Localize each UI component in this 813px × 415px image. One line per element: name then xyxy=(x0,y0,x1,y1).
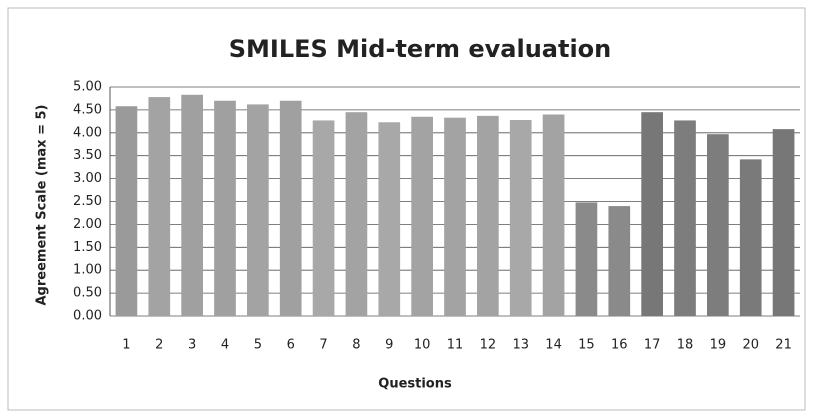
bar xyxy=(279,100,302,317)
x-tick-label: 9 xyxy=(385,338,393,353)
bar xyxy=(345,112,368,316)
y-tick-label: 0.50 xyxy=(73,286,102,301)
bar xyxy=(312,120,335,317)
bar xyxy=(641,112,663,316)
x-tick-label: 2 xyxy=(155,338,163,353)
x-tick-label: 1 xyxy=(122,338,130,353)
y-tick-label: 0.00 xyxy=(73,309,102,324)
x-tick-label: 7 xyxy=(319,338,327,353)
x-tick-label: 14 xyxy=(545,338,562,353)
x-tick-label: 5 xyxy=(254,338,262,353)
y-tick-label: 1.50 xyxy=(73,240,102,255)
bar xyxy=(214,100,236,317)
y-tick-label: 3.50 xyxy=(73,148,102,163)
bar xyxy=(575,202,598,316)
x-tick-label: 19 xyxy=(710,338,727,353)
bar xyxy=(148,97,171,317)
x-tick-label: 16 xyxy=(611,338,628,353)
x-tick-label: 15 xyxy=(578,338,595,353)
x-tick-label: 6 xyxy=(287,338,295,353)
y-tick-label: 4.50 xyxy=(73,102,102,117)
x-tick-label: 20 xyxy=(742,338,759,353)
y-tick-label: 3.00 xyxy=(73,171,102,186)
bar xyxy=(608,206,631,316)
chart-border xyxy=(7,7,806,411)
bar xyxy=(509,119,532,316)
bar xyxy=(772,129,795,316)
x-tick-label: 13 xyxy=(512,338,529,353)
y-tick-label: 2.50 xyxy=(73,194,102,209)
bar xyxy=(378,122,401,317)
bar xyxy=(674,120,696,317)
x-tick-label: 10 xyxy=(414,338,431,353)
x-tick-label: 21 xyxy=(775,338,792,353)
bar xyxy=(739,159,762,316)
x-tick-label: 3 xyxy=(188,338,196,353)
bar xyxy=(477,115,499,316)
bar xyxy=(181,94,203,316)
y-tick-label: 5.00 xyxy=(73,80,102,95)
x-tick-label: 12 xyxy=(480,338,497,353)
y-tick-label: 4.00 xyxy=(73,125,102,140)
y-tick-label: 2.00 xyxy=(73,217,102,232)
y-axis-title: Agreement Scale (max = 5) xyxy=(35,105,50,306)
x-tick-label: 18 xyxy=(677,338,694,353)
chart-title: SMILES Mid-term evaluation xyxy=(229,35,612,63)
bar xyxy=(247,104,269,317)
bar xyxy=(411,116,433,317)
x-tick-label: 11 xyxy=(447,338,464,353)
x-tick-label: 17 xyxy=(644,338,661,353)
x-axis-title: Questions xyxy=(378,377,452,392)
x-tick-label: 4 xyxy=(221,338,229,353)
bar xyxy=(542,114,565,316)
bar xyxy=(444,117,466,316)
bar xyxy=(115,106,138,317)
y-tick-label: 1.00 xyxy=(73,263,102,278)
bar xyxy=(707,134,729,316)
x-tick-label: 8 xyxy=(352,338,360,353)
